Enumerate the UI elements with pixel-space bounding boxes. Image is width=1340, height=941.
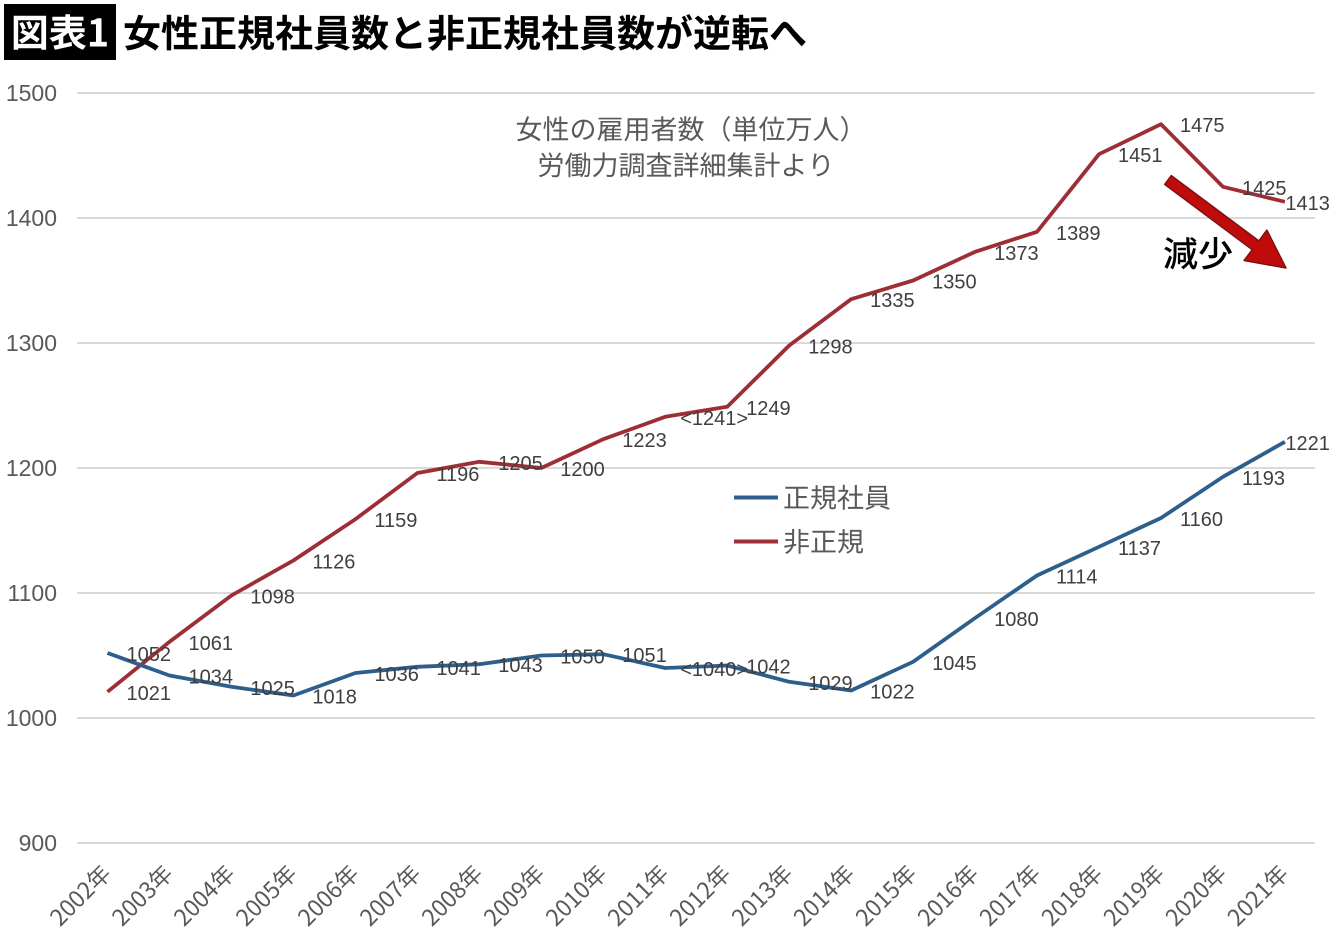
svg-text:1036: 1036: [374, 664, 419, 686]
svg-text:1051: 1051: [622, 645, 667, 667]
svg-text:1050: 1050: [560, 647, 605, 669]
svg-text:1389: 1389: [1056, 223, 1101, 245]
svg-text:1029: 1029: [808, 673, 853, 695]
svg-text:1500: 1500: [6, 80, 57, 106]
svg-text:1159: 1159: [374, 510, 417, 532]
svg-text:1018: 1018: [312, 687, 357, 709]
svg-text:1475: 1475: [1180, 115, 1225, 137]
svg-text:1022: 1022: [870, 682, 915, 704]
svg-text:1335: 1335: [870, 290, 915, 312]
svg-text:1021: 1021: [127, 683, 172, 705]
svg-text:1080: 1080: [994, 609, 1039, 631]
svg-text:1034: 1034: [189, 667, 234, 689]
svg-text:1400: 1400: [6, 205, 57, 231]
svg-text:1249: 1249: [746, 398, 791, 420]
svg-text:1373: 1373: [994, 243, 1039, 265]
svg-text:1413: 1413: [1285, 193, 1330, 215]
svg-text:1137: 1137: [1118, 538, 1161, 560]
svg-text:1221: 1221: [1285, 433, 1330, 455]
svg-text:1300: 1300: [6, 330, 57, 356]
svg-text:1052: 1052: [127, 644, 172, 666]
svg-text:1000: 1000: [6, 705, 57, 731]
svg-text:1196: 1196: [436, 464, 479, 486]
svg-text:1350: 1350: [932, 272, 977, 294]
svg-text:1041: 1041: [436, 658, 481, 680]
svg-text:1200: 1200: [6, 455, 57, 481]
svg-text:1098: 1098: [250, 587, 295, 609]
svg-text:1451: 1451: [1118, 145, 1163, 167]
svg-text:1061: 1061: [189, 633, 234, 655]
svg-text:1425: 1425: [1242, 178, 1287, 200]
svg-text:1100: 1100: [8, 580, 57, 606]
svg-text:900: 900: [19, 830, 57, 856]
svg-text:1045: 1045: [932, 653, 977, 675]
svg-text:1114: 1114: [1056, 567, 1098, 589]
svg-text:1193: 1193: [1242, 468, 1285, 490]
svg-text:1126: 1126: [312, 552, 355, 574]
svg-text:<1040>: <1040>: [680, 659, 748, 681]
svg-text:1298: 1298: [808, 337, 853, 359]
svg-text:1223: 1223: [622, 430, 667, 452]
svg-text:1025: 1025: [250, 678, 295, 700]
svg-text:<1241>: <1241>: [680, 408, 748, 430]
svg-text:1160: 1160: [1180, 509, 1223, 531]
svg-text:1200: 1200: [560, 459, 605, 481]
svg-text:1042: 1042: [746, 657, 791, 679]
svg-text:1205: 1205: [498, 453, 543, 475]
svg-text:1043: 1043: [498, 655, 543, 677]
